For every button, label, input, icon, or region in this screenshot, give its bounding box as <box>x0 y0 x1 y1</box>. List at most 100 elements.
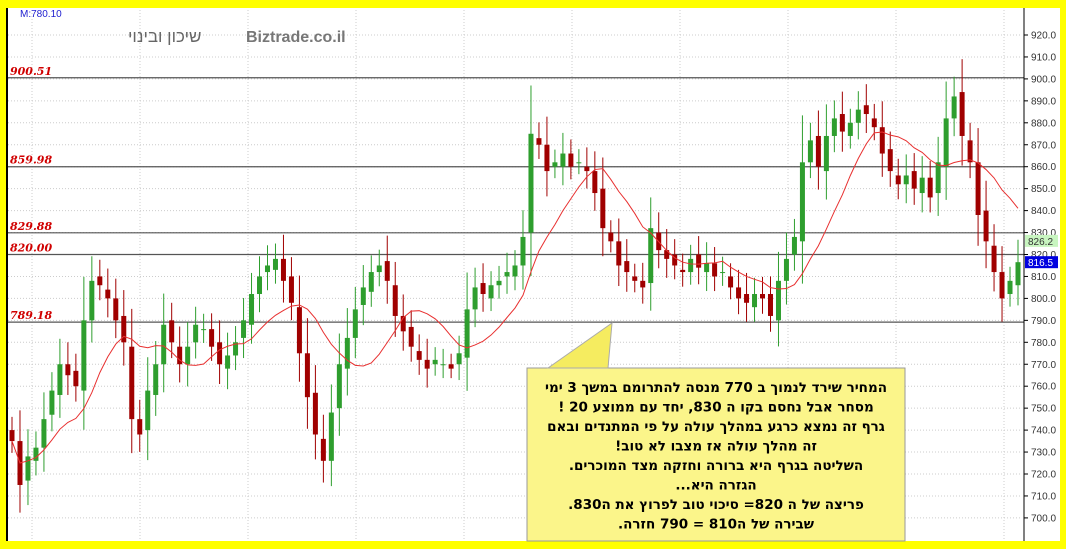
candle <box>504 252 510 294</box>
candle-body <box>704 263 710 273</box>
candle-body <box>608 232 614 242</box>
price-badge-label: 816.5 <box>1028 258 1053 269</box>
y-tick-label: 880.0 <box>1031 118 1056 129</box>
note-line: זה מהלך עולה אז מצבו לא טוב! <box>615 439 817 455</box>
candle <box>855 91 861 140</box>
candle <box>728 263 734 300</box>
candle-body <box>680 269 686 273</box>
candle-body <box>464 309 470 358</box>
candle <box>935 136 941 216</box>
candle-body <box>408 326 414 347</box>
candle-body <box>560 153 566 167</box>
price-badge <box>1025 234 1058 247</box>
candle-body <box>576 162 582 164</box>
candle-body <box>744 294 750 303</box>
candle <box>736 269 742 315</box>
candle <box>344 308 350 396</box>
candle-body <box>863 105 869 115</box>
watermark: Biztrade.co.il <box>246 29 346 46</box>
candle-body <box>41 419 47 448</box>
candle-body <box>839 114 845 132</box>
candle <box>847 108 853 149</box>
candle-body <box>536 138 542 145</box>
y-tick-label: 890.0 <box>1031 96 1056 107</box>
candle <box>153 340 159 416</box>
candle <box>879 101 885 177</box>
note-line: מסחר אבל נחסם בקו ה 830, יחד עם ממוצע 20… <box>558 400 873 416</box>
candle-body <box>25 456 31 481</box>
note-callout: המחיר שירד לנמוך ב 770 מנסה להתרומם במשך… <box>526 321 906 542</box>
candle <box>895 158 901 200</box>
candle <box>233 326 239 371</box>
candle <box>177 326 183 383</box>
candle-body <box>983 210 989 242</box>
candle <box>640 262 646 304</box>
candle-body <box>919 177 925 194</box>
candle-body <box>193 324 199 343</box>
level-label: 789.18 <box>10 309 52 322</box>
note-line: השליטה בגרף היא ברורה וחזקה מצד המוכרים. <box>569 458 863 474</box>
candle-body <box>392 285 398 316</box>
candle <box>760 276 766 314</box>
candle <box>903 154 909 204</box>
candle <box>959 59 965 166</box>
candle <box>632 263 638 293</box>
candle-body <box>488 285 494 299</box>
candle-body <box>967 140 973 163</box>
candle-body <box>512 265 518 277</box>
candle <box>552 149 558 179</box>
candle-body <box>336 364 342 409</box>
price-badge-label: 826.2 <box>1028 237 1053 248</box>
candle-body <box>903 175 909 185</box>
candle <box>456 335 462 381</box>
y-tick-label: 860.0 <box>1031 162 1056 173</box>
candle-body <box>33 447 39 461</box>
y-tick-label: 700.0 <box>1031 513 1056 524</box>
y-tick-label: 850.0 <box>1031 184 1056 195</box>
candle <box>9 416 15 453</box>
candle <box>496 265 502 299</box>
candle <box>448 353 454 379</box>
candle-body <box>624 261 630 273</box>
candle <box>688 244 694 285</box>
candle <box>752 277 758 322</box>
candle <box>272 243 278 284</box>
candle <box>839 91 845 152</box>
candle <box>424 338 430 388</box>
candle <box>951 76 957 137</box>
candle <box>129 308 135 454</box>
candle <box>201 313 207 343</box>
candle <box>807 122 813 179</box>
candle-body <box>49 390 55 415</box>
candle-body <box>161 324 167 365</box>
candle-body <box>264 265 270 273</box>
candle-body <box>201 329 207 331</box>
candle <box>352 286 358 359</box>
candle-body <box>448 364 454 369</box>
candle <box>712 247 718 292</box>
candle <box>1007 266 1013 307</box>
candle-body <box>320 438 326 461</box>
y-tick-label: 900.0 <box>1031 74 1056 85</box>
candle-body <box>97 276 103 286</box>
note-fold <box>546 321 613 369</box>
candle-body <box>328 412 334 461</box>
candle-body <box>249 294 255 325</box>
candle <box>137 399 143 452</box>
candle-body <box>480 283 486 295</box>
candle-body <box>1007 280 1013 295</box>
candle <box>328 384 334 487</box>
y-tick-label: 750.0 <box>1031 404 1056 415</box>
candle-body <box>272 258 278 270</box>
candle-body <box>911 171 917 189</box>
candle <box>280 234 286 303</box>
candles <box>9 59 1021 513</box>
candle <box>1015 239 1021 306</box>
candle <box>680 253 686 287</box>
y-tick-label: 830.0 <box>1031 228 1056 239</box>
candle <box>113 278 119 339</box>
candle-body <box>712 263 718 277</box>
candle <box>57 338 63 418</box>
instrument-name: שיכון ובינוי <box>128 27 201 46</box>
y-tick-label: 800.0 <box>1031 294 1056 305</box>
